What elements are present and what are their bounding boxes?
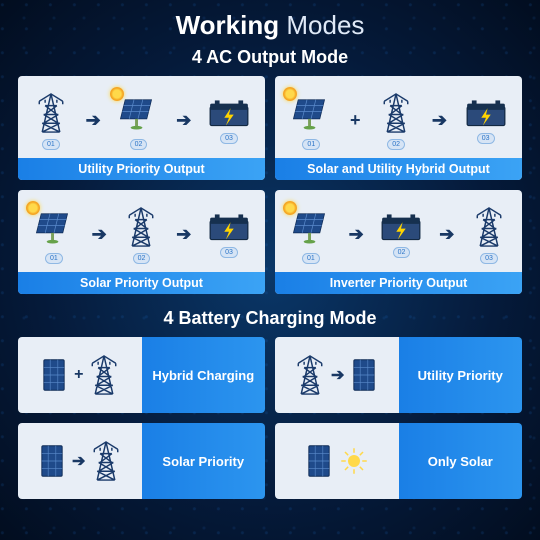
arrow-icon: ➔ — [86, 110, 101, 131]
card-label: Solar Priority Output — [18, 272, 265, 294]
panel2-icon — [40, 354, 68, 396]
batt-subtitle: 4 Battery Charging Mode — [18, 308, 522, 329]
bcard-left: + — [18, 337, 142, 413]
ac-mode-card: 01 ➔ 02 ➔ 03 Solar Priority Output — [18, 190, 265, 294]
flow-row: 01 ➔ 02 ➔ 03 — [26, 196, 257, 272]
card-label: Inverter Priority Output — [275, 272, 522, 294]
arrow-icon: ➔ — [432, 110, 447, 131]
bcard-label: Only Solar — [399, 423, 523, 499]
panel-icon: 01 — [289, 205, 333, 264]
batt-mode-card: + Hybrid Charging — [18, 337, 265, 413]
arrow-icon: ➔ — [176, 224, 191, 245]
bcard-left: ➔ — [18, 423, 142, 499]
battery-icon: 02 — [379, 211, 423, 258]
step-badge: 01 — [45, 253, 63, 264]
sun-icon — [283, 201, 297, 215]
bcard-left — [275, 423, 399, 499]
plus-icon: + — [350, 110, 361, 131]
step-badge: 03 — [480, 253, 498, 264]
step-badge: 02 — [393, 247, 411, 258]
tower-icon: 03 — [470, 205, 508, 264]
step-badge: 02 — [133, 253, 151, 264]
panel2-icon — [350, 354, 378, 396]
card-label: Solar and Utility Hybrid Output — [275, 158, 522, 180]
panel-icon: 02 — [116, 91, 160, 150]
battery-icon: 03 — [207, 97, 251, 144]
step-badge: 03 — [220, 247, 238, 258]
flow-row: 01 + 02 ➔ 03 — [283, 82, 514, 158]
step-badge: 03 — [220, 133, 238, 144]
arrow-icon: ➔ — [349, 224, 364, 245]
tower-icon: 02 — [377, 91, 415, 150]
plus-icon: + — [74, 366, 83, 384]
arrow-icon: ➔ — [439, 224, 454, 245]
sun-icon — [283, 87, 297, 101]
card-label: Utility Priority Output — [18, 158, 265, 180]
title-bold: Working — [176, 10, 280, 40]
step-badge: 02 — [387, 139, 405, 150]
panel-icon: 01 — [289, 91, 333, 150]
bcard-label: Utility Priority — [399, 337, 523, 413]
step-badge: 01 — [42, 139, 60, 150]
step-badge: 03 — [477, 133, 495, 144]
title-thin: Modes — [286, 10, 364, 40]
ac-grid: 01 ➔ 02 ➔ 03 Utility Priority Output 01 + 02… — [18, 76, 522, 294]
tower-icon: 02 — [122, 205, 160, 264]
battery-icon: 03 — [207, 211, 251, 258]
arrow-icon: ➔ — [176, 110, 191, 131]
arrow-icon: ➔ — [72, 451, 85, 471]
ac-mode-card: 01 ➔ 02 ➔ 03 Inverter Priority Output — [275, 190, 522, 294]
flow-row: 01 ➔ 02 ➔ 03 — [26, 82, 257, 158]
ac-subtitle: 4 AC Output Mode — [18, 47, 522, 68]
page-wrap: Working Modes 4 AC Output Mode 01 ➔ 02 ➔ 0… — [0, 0, 540, 509]
batt-grid: + Hybrid Charging ➔ Utility Priority ➔ S… — [18, 337, 522, 499]
batt-mode-card: Only Solar — [275, 423, 522, 499]
sun-icon — [26, 201, 40, 215]
batt-mode-card: ➔ Utility Priority — [275, 337, 522, 413]
panel-icon: 01 — [32, 205, 76, 264]
batt-mode-card: ➔ Solar Priority — [18, 423, 265, 499]
flow-row: 01 ➔ 02 ➔ 03 — [283, 196, 514, 272]
step-badge: 01 — [302, 139, 320, 150]
step-badge: 01 — [302, 253, 320, 264]
arrow-icon: ➔ — [331, 365, 344, 385]
panel2-icon — [38, 440, 66, 482]
page-title: Working Modes — [18, 10, 522, 41]
sunbig-icon — [339, 446, 369, 476]
bcard-label: Hybrid Charging — [142, 337, 266, 413]
ac-mode-card: 01 + 02 ➔ 03 Solar and Utility Hybrid Outpu… — [275, 76, 522, 180]
sun-icon — [110, 87, 124, 101]
tower-icon — [89, 353, 119, 397]
tower-icon — [295, 353, 325, 397]
panel2-icon — [305, 440, 333, 482]
arrow-icon: ➔ — [92, 224, 107, 245]
tower-icon: 01 — [32, 91, 70, 150]
tower-icon — [91, 439, 121, 483]
bcard-label: Solar Priority — [142, 423, 266, 499]
ac-mode-card: 01 ➔ 02 ➔ 03 Utility Priority Output — [18, 76, 265, 180]
bcard-left: ➔ — [275, 337, 399, 413]
battery-icon: 03 — [464, 97, 508, 144]
step-badge: 02 — [130, 139, 148, 150]
